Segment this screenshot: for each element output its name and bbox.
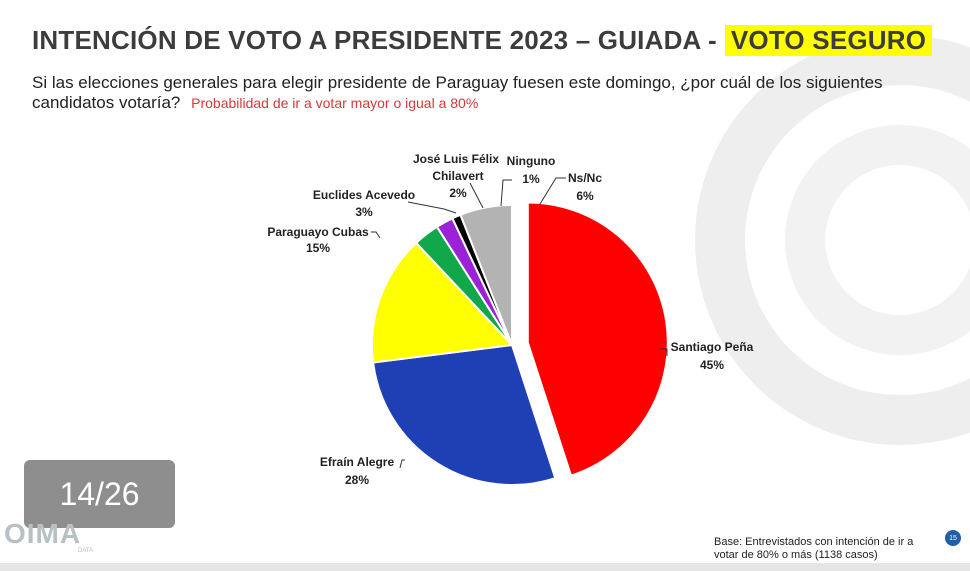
- leader-lines: [371, 177, 668, 469]
- label-acevedo-pct: 3%: [355, 205, 373, 219]
- pie-slice-paraguayo-cubas: [371, 241, 515, 364]
- pie-slice-santiago-pe-a: [526, 201, 669, 477]
- label-chilavert-name-1: José Luis Félix: [413, 152, 499, 166]
- base-note: Base: Entrevistados con intención de ir …: [714, 536, 914, 561]
- label-alegre-name: Efraín Alegre: [320, 455, 395, 469]
- slice-labels: Santiago Peña 45% Efraín Alegre 28% Para…: [267, 152, 753, 487]
- label-cubas-name: Paraguayo Cubas: [267, 225, 369, 239]
- page-indicator: 14/26: [24, 460, 175, 528]
- page-title: INTENCIÓN DE VOTO A PRESIDENTE 2023 – GU…: [32, 20, 933, 60]
- pie-slice-efra-n-alegre: [371, 343, 557, 486]
- label-nsnc-name: Ns/Nc: [568, 171, 602, 185]
- slide-number: 15: [945, 530, 961, 546]
- probability-note: Probabilidad de ir a votar mayor o igual…: [191, 95, 479, 111]
- label-acevedo-name: Euclides Acevedo: [313, 188, 415, 202]
- label-pena-pct: 45%: [700, 358, 724, 372]
- label-ninguno-pct: 1%: [522, 172, 540, 186]
- label-ninguno-name: Ninguno: [507, 154, 556, 168]
- label-cubas-pct: 15%: [306, 241, 330, 255]
- question-text: Si las elecciones generales para elegir …: [32, 73, 912, 113]
- label-alegre-pct: 28%: [345, 473, 369, 487]
- label-chilavert-pct: 2%: [449, 186, 467, 200]
- bottom-bar: [0, 563, 970, 571]
- pie-slice-ns-nc: [459, 203, 513, 346]
- label-chilavert-name-2: Chilavert: [432, 169, 483, 183]
- title-highlight: VOTO SEGURO: [724, 24, 933, 56]
- label-nsnc-pct: 6%: [576, 189, 594, 203]
- oima-logo: OIMA: [4, 518, 82, 549]
- oima-logo-sub: DATA: [78, 548, 94, 554]
- title-text: INTENCIÓN DE VOTO A PRESIDENTE 2023 – GU…: [32, 24, 717, 55]
- pie-slices: [371, 201, 669, 486]
- question: Si las elecciones generales para elegir …: [32, 73, 883, 112]
- label-pena-name: Santiago Peña: [671, 340, 754, 354]
